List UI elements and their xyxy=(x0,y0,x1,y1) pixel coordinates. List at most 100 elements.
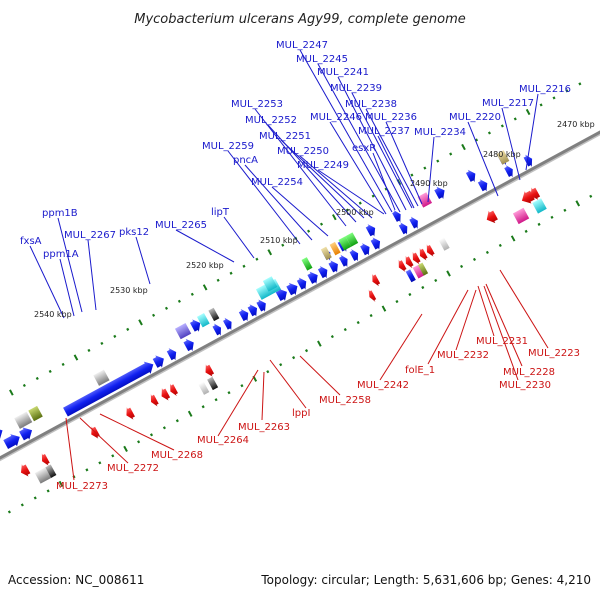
gene-label-reverse[interactable]: MUL_2263 xyxy=(238,422,290,433)
scale-tick xyxy=(408,292,412,297)
gene-label-forward[interactable]: ppm1A xyxy=(43,249,79,260)
gene-label-forward[interactable]: MUL_2267 xyxy=(64,230,116,241)
gene-label-forward[interactable]: MUL_2254 xyxy=(251,177,303,188)
gene-forward xyxy=(183,338,194,352)
scale-tick xyxy=(98,461,102,465)
scale-tick xyxy=(423,166,427,170)
gene-forward xyxy=(286,282,298,296)
gene-forward xyxy=(328,260,338,273)
scale-tick xyxy=(242,264,246,268)
gene-label-forward[interactable]: MUL_2252 xyxy=(245,115,297,126)
scale-tick-major xyxy=(317,340,322,347)
gene-label-forward[interactable]: MUL_2217 xyxy=(482,98,534,109)
gene-reverse xyxy=(486,210,498,224)
gene-label-reverse[interactable]: folE_1 xyxy=(405,365,435,376)
scale-tick xyxy=(537,222,541,226)
gene-label-forward[interactable]: MUL_2265 xyxy=(155,220,207,231)
gene-label-forward[interactable]: ppm1B xyxy=(42,208,78,219)
gene-label-forward[interactable]: MUL_2245 xyxy=(296,54,348,65)
gene-label-forward[interactable]: MUL_2250 xyxy=(277,146,329,157)
scale-tick xyxy=(589,194,593,198)
gene-label-forward[interactable]: esxR xyxy=(352,143,376,154)
genome-backbone xyxy=(0,102,600,488)
scale-tick xyxy=(513,117,517,121)
gene-label-forward[interactable]: MUL_2253 xyxy=(231,99,283,110)
scale-tick xyxy=(472,257,477,262)
gene-label-forward[interactable]: MUL_2247 xyxy=(276,40,328,51)
gene-label-reverse[interactable]: MUL_2232 xyxy=(437,350,489,361)
kbp-label: 2520 kbp xyxy=(186,261,224,270)
gene-label-forward[interactable]: pks12 xyxy=(119,227,149,238)
feature-forward xyxy=(329,241,341,256)
kbp-label: 2510 kbp xyxy=(260,236,298,245)
feature-forward xyxy=(14,411,33,429)
scale-tick-major xyxy=(510,235,516,242)
scale-tick xyxy=(175,419,179,423)
gene-label-forward[interactable]: MUL_2241 xyxy=(317,67,369,78)
gene-label-reverse[interactable]: MUL_2273 xyxy=(56,481,108,492)
gene-label-forward[interactable]: pncA xyxy=(233,155,258,166)
leader-forward xyxy=(29,245,65,319)
feature-forward xyxy=(301,257,313,271)
gene-label-forward[interactable]: MUL_2259 xyxy=(202,141,254,152)
feature-reverse xyxy=(198,381,210,395)
gene-forward xyxy=(434,186,445,200)
feature-forward xyxy=(174,323,192,340)
scale-tick xyxy=(460,264,464,269)
scale-tick xyxy=(113,334,117,338)
gene-label-forward[interactable]: MUL_2246 xyxy=(310,112,362,123)
gene-label-forward[interactable]: MUL_2238 xyxy=(345,99,397,110)
gene-label-reverse[interactable]: MUL_2258 xyxy=(319,395,371,406)
scale-tick xyxy=(410,173,414,177)
gene-label-forward[interactable]: MUL_2220 xyxy=(449,112,501,123)
gene-label-reverse[interactable]: MUL_2223 xyxy=(528,348,580,359)
leader-reverse xyxy=(483,285,519,381)
gene-forward xyxy=(477,179,488,192)
scale-tick xyxy=(565,89,569,93)
scale-tick xyxy=(20,503,24,507)
scale-tick xyxy=(126,327,130,331)
tick-layer xyxy=(0,82,593,514)
scale-tick xyxy=(539,103,543,107)
gene-label-reverse[interactable]: MUL_2230 xyxy=(499,380,551,391)
gene-forward xyxy=(19,427,33,441)
leader-forward xyxy=(501,107,521,181)
scale-tick xyxy=(449,152,453,156)
leader-forward xyxy=(175,229,235,263)
leader-forward xyxy=(329,121,387,215)
gene-forward xyxy=(212,323,222,336)
gene-label-forward[interactable]: MUL_2237 xyxy=(358,126,410,137)
gene-label-reverse[interactable]: MUL_2231 xyxy=(476,336,528,347)
scale-tick xyxy=(356,320,360,325)
feature-forward xyxy=(345,232,359,247)
gene-label-forward[interactable]: MUL_2236 xyxy=(365,112,417,123)
leader-reverse xyxy=(427,289,469,365)
gene-label-forward[interactable]: MUL_2234 xyxy=(414,127,466,138)
gene-label-forward[interactable]: fxsA xyxy=(20,236,42,247)
gene-label-reverse[interactable]: MUL_2228 xyxy=(503,367,555,378)
leader-forward xyxy=(223,216,255,259)
gene-label-reverse[interactable]: MUL_2264 xyxy=(197,435,249,446)
leader-forward xyxy=(271,186,329,237)
scale-tick xyxy=(137,440,141,444)
scale-tick xyxy=(87,348,91,352)
scale-tick xyxy=(48,369,52,374)
scale-tick xyxy=(343,328,347,332)
gene-label-forward[interactable]: MUL_2251 xyxy=(259,131,311,142)
kbp-labels: 2470 kbp 2480 kbp 2490 kbp 2500 kbp 2510… xyxy=(34,120,595,319)
leader-forward xyxy=(299,155,373,219)
gene-label-reverse[interactable]: MUL_2242 xyxy=(357,380,409,391)
leader-reverse xyxy=(65,417,75,481)
gene-label-forward[interactable]: MUL_2239 xyxy=(330,83,382,94)
gene-label-forward[interactable]: MUL_2216 xyxy=(519,84,571,95)
scale-tick xyxy=(371,194,375,198)
gene-label-reverse[interactable]: MUL_2272 xyxy=(107,463,159,474)
gene-label-reverse[interactable]: MUL_2268 xyxy=(151,450,203,461)
scale-tick xyxy=(214,398,218,402)
gene-label-reverse[interactable]: lppI xyxy=(292,408,310,419)
gene-label-forward[interactable]: lipT xyxy=(211,207,230,218)
leader-forward xyxy=(427,136,435,203)
kbp-label: 2480 kbp xyxy=(483,150,521,159)
gene-label-forward[interactable]: MUL_2249 xyxy=(297,160,349,171)
